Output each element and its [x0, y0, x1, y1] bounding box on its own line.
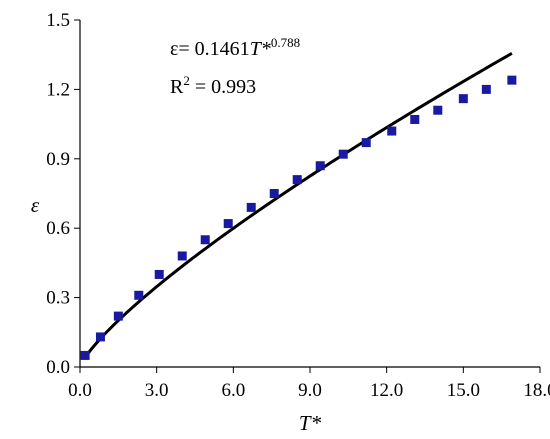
data-point	[481, 84, 491, 94]
data-point	[292, 175, 302, 185]
data-point	[80, 350, 90, 360]
points-layer	[80, 75, 517, 360]
x-tick-label: 3.0	[145, 380, 169, 401]
fit-equation-exponent: 0.788	[271, 35, 300, 50]
data-point	[458, 94, 468, 104]
data-point	[223, 219, 233, 229]
data-point	[433, 105, 443, 115]
data-point	[410, 114, 420, 124]
data-point	[507, 75, 517, 85]
y-tick-label: 1.2	[46, 79, 70, 100]
x-tick-label: 15.0	[447, 380, 480, 401]
x-tick-label: 9.0	[298, 380, 322, 401]
fit-equation-prefix: ε= 0.1461	[170, 38, 250, 60]
data-point	[315, 161, 325, 171]
y-tick-label: 0.6	[46, 218, 70, 239]
data-point	[246, 202, 256, 212]
x-tick-label: 0.0	[68, 380, 92, 401]
fit-equation-var: T*	[250, 38, 271, 60]
data-point	[177, 251, 187, 261]
data-point	[269, 189, 279, 198]
x-tick-label: 12.0	[370, 380, 403, 401]
data-point	[134, 290, 144, 300]
y-axis-title: ε	[31, 193, 40, 217]
x-tick-label: 6.0	[221, 380, 245, 401]
data-point	[361, 138, 371, 148]
axes	[79, 20, 540, 368]
data-point	[113, 311, 123, 321]
y-tick-label: 1.5	[46, 10, 70, 31]
y-tick-label: 0.0	[46, 357, 70, 378]
data-point	[387, 126, 397, 136]
r-squared-exponent: 2	[183, 73, 190, 88]
y-tick-label: 0.3	[46, 288, 70, 309]
data-point	[338, 149, 348, 159]
data-point	[154, 269, 164, 279]
y-tick-label: 0.9	[46, 149, 70, 170]
data-point	[200, 235, 210, 245]
r-squared: R2 = 0.993	[170, 73, 256, 98]
fit-layer	[83, 52, 513, 359]
fit-curve	[83, 52, 513, 359]
x-axis-title: T*	[299, 411, 322, 435]
r-squared-prefix: R	[170, 76, 184, 98]
x-tick-label: 18.0	[523, 380, 550, 401]
ticks-layer: 0.0 3.0 6.0 9.0 12.0 15.0 18.0 0.0 0.3 0.6 0.9 1.2 1…	[46, 10, 550, 401]
r-squared-value: = 0.993	[190, 76, 256, 98]
fit-equation: ε= 0.1461T*0.788	[170, 35, 300, 60]
data-point	[95, 332, 105, 342]
